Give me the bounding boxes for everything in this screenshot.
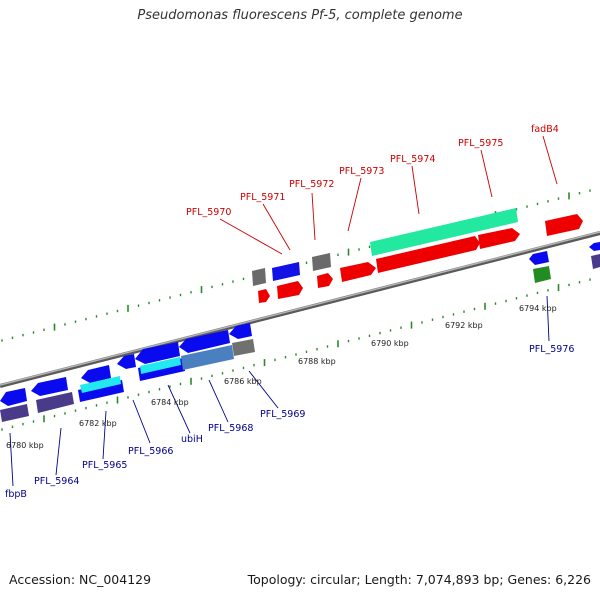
gene-reverse[interactable] — [140, 357, 181, 374]
leader-lines — [9, 135, 558, 487]
scale-label: 6780 kbp — [6, 441, 44, 450]
gene-label-pfl-5972[interactable]: PFL_5972 — [289, 179, 334, 190]
gene-reverse[interactable] — [81, 365, 111, 383]
gene-reverse[interactable] — [135, 342, 180, 364]
gene-label-pfl-5966[interactable]: PFL_5966 — [128, 446, 173, 457]
backbone — [0, 231, 600, 388]
gene-reverse[interactable] — [0, 388, 27, 406]
gene-forward[interactable] — [258, 289, 270, 303]
scale-label: 6794 kbp — [519, 304, 557, 313]
gene-reverse[interactable] — [80, 376, 121, 393]
scale-labels: 6780 kbp 6782 kbp 6784 kbp 6786 kbp 6788… — [6, 304, 557, 450]
gene-forward[interactable] — [340, 262, 376, 282]
gene-forward[interactable] — [478, 228, 520, 249]
gene-label-pfl-5974[interactable]: PFL_5974 — [390, 154, 435, 165]
gene-forward[interactable] — [252, 268, 266, 286]
gene-label-pfl-5970[interactable]: PFL_5970 — [186, 207, 231, 218]
genes-reverse — [0, 242, 600, 422]
gene-label-pfl-5976[interactable]: PFL_5976 — [529, 344, 574, 355]
gene-reverse[interactable] — [232, 339, 255, 356]
genes-forward — [252, 208, 583, 303]
topology-label: Topology: circular; Length: 7,074,893 bp… — [247, 572, 591, 587]
gene-label-fbpb[interactable]: fbpB — [5, 489, 27, 500]
gene-reverse[interactable] — [36, 392, 74, 413]
gene-reverse[interactable] — [229, 323, 252, 339]
gene-label-ubih[interactable]: ubiH — [181, 434, 203, 445]
gene-reverse[interactable] — [181, 345, 234, 370]
gene-label-pfl-5975[interactable]: PFL_5975 — [458, 138, 503, 149]
scale-label: 6786 kbp — [224, 377, 262, 386]
scale-label: 6792 kbp — [445, 321, 483, 330]
tick-row-inner — [1, 278, 591, 431]
gene-label-pfl-5964[interactable]: PFL_5964 — [34, 476, 79, 487]
scale-label: 6790 kbp — [371, 339, 409, 348]
gene-reverse[interactable] — [31, 377, 68, 396]
gene-forward[interactable] — [376, 236, 480, 273]
gene-label-pfl-5968[interactable]: PFL_5968 — [208, 423, 253, 434]
scale-label: 6782 kbp — [79, 419, 117, 428]
map-title: Pseudomonas fluorescens Pf-5, complete g… — [137, 8, 463, 23]
gene-label-fadb4[interactable]: fadB4 — [531, 124, 559, 135]
gene-reverse[interactable] — [533, 266, 551, 283]
gene-forward[interactable] — [272, 262, 300, 281]
gene-reverse[interactable] — [591, 254, 600, 269]
gene-labels-reverse: fbpB PFL_5964 PFL_5965 PFL_5966 ubiH PFL… — [5, 344, 574, 500]
gene-reverse[interactable] — [589, 242, 600, 251]
gene-forward[interactable] — [277, 281, 303, 299]
gene-forward[interactable] — [312, 253, 331, 271]
gene-forward[interactable] — [317, 273, 333, 288]
gene-label-pfl-5971[interactable]: PFL_5971 — [240, 192, 285, 203]
gene-label-pfl-5969[interactable]: PFL_5969 — [260, 409, 305, 420]
gene-reverse[interactable] — [0, 404, 29, 422]
gene-reverse[interactable] — [529, 251, 549, 265]
gene-forward[interactable] — [545, 214, 583, 236]
scale-label: 6788 kbp — [298, 357, 336, 366]
gene-labels-forward: PFL_5970 PFL_5971 PFL_5972 PFL_5973 PFL_… — [186, 124, 559, 218]
gene-reverse[interactable] — [117, 354, 136, 369]
gene-forward[interactable] — [370, 208, 518, 256]
accession-label: Accession: NC_004129 — [9, 572, 152, 587]
gene-label-pfl-5965[interactable]: PFL_5965 — [82, 460, 127, 471]
gene-reverse[interactable] — [179, 330, 230, 353]
gene-label-pfl-5973[interactable]: PFL_5973 — [339, 166, 384, 177]
scale-label: 6784 kbp — [151, 398, 189, 407]
